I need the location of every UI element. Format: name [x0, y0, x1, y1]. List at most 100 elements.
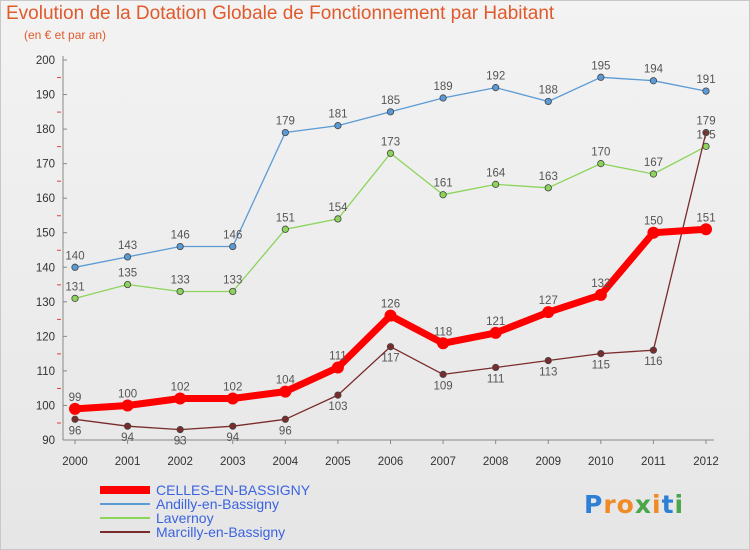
legend-label-celles: CELLES-EN-BASSIGNY [156, 482, 311, 498]
data-point-marcilly-en-bassigny [386, 343, 395, 351]
data-point-celles-en-bassigny [226, 392, 239, 405]
x-tick-label: 2007 [430, 456, 456, 468]
data-label-lavernoy: 131 [65, 281, 84, 293]
data-point-marcilly-en-bassigny [702, 128, 710, 137]
x-tick-label: 2009 [535, 456, 561, 468]
data-point-lavernoy [71, 294, 79, 302]
data-point-celles-en-bassigny [594, 288, 607, 301]
data-label-lavernoy: 170 [591, 147, 610, 159]
logo-letter: t [661, 490, 675, 519]
data-point-andilly-en-bassigny [123, 253, 132, 261]
data-label-andilly-en-bassigny: 179 [276, 116, 295, 128]
data-point-lavernoy [649, 170, 658, 178]
data-point-marcilly-en-bassigny [649, 346, 658, 354]
data-label-marcilly-en-bassigny: 96 [69, 425, 82, 437]
x-tick-label: 2001 [115, 456, 141, 468]
y-tick-label: 130 [36, 297, 55, 309]
series-lines [69, 73, 712, 434]
data-label-lavernoy: 133 [223, 274, 242, 286]
y-tick-label: 180 [36, 124, 55, 136]
data-label-marcilly-en-bassigny: 113 [539, 367, 557, 379]
axes: 90 100 110 120 130 140 150 160 170 180 190 200 2000 2… [36, 55, 719, 468]
data-label-lavernoy: 133 [171, 274, 190, 286]
data-point-marcilly-en-bassigny [597, 350, 605, 358]
data-point-lavernoy [123, 280, 132, 289]
y-tick-label: 90 [42, 435, 55, 447]
data-point-andilly-en-bassigny [649, 77, 658, 85]
data-point-andilly-en-bassigny [492, 84, 500, 92]
legend-label-marcilly: Marcilly-en-Bassigny [156, 524, 286, 540]
data-label-andilly-en-bassigny: 140 [65, 250, 84, 262]
data-point-andilly-en-bassigny [597, 73, 605, 81]
data-label-marcilly-en-bassigny: 116 [644, 356, 662, 368]
data-label-andilly-en-bassigny: 189 [433, 81, 452, 93]
data-label-lavernoy: 173 [381, 136, 400, 148]
logo-letter: P [584, 490, 604, 519]
data-point-lavernoy [439, 191, 447, 199]
data-label-celles-en-bassigny: 102 [223, 382, 242, 394]
y-tick-label: 170 [36, 159, 55, 171]
data-label-marcilly-en-bassigny: 111 [487, 373, 504, 385]
data-label-celles-en-bassigny: 121 [486, 316, 505, 328]
data-label-marcilly-en-bassigny: 93 [174, 436, 187, 448]
y-tick-label: 200 [36, 55, 55, 67]
data-point-celles-en-bassigny [174, 392, 187, 405]
data-point-andilly-en-bassigny [229, 242, 237, 251]
y-tick-label: 160 [36, 193, 55, 205]
legend-label-andilly: Andilly-en-Bassigny [156, 496, 279, 512]
data-label-andilly-en-bassigny: 146 [223, 230, 242, 242]
data-point-marcilly-en-bassigny [71, 415, 79, 423]
data-point-celles-en-bassigny [279, 385, 292, 398]
y-tick-label: 190 [36, 90, 55, 102]
data-point-marcilly-en-bassigny [229, 422, 237, 430]
data-label-andilly-en-bassigny: 191 [696, 74, 715, 86]
data-point-marcilly-en-bassigny [439, 370, 447, 378]
data-label-lavernoy: 161 [433, 178, 452, 190]
data-label-celles-en-bassigny: 118 [434, 326, 452, 338]
data-label-celles-en-bassigny: 99 [69, 392, 82, 404]
data-label-lavernoy: 135 [118, 268, 137, 280]
data-label-andilly-en-bassigny: 194 [644, 64, 664, 76]
x-tick-label: 2011 [641, 456, 666, 468]
x-tick-label: 2000 [62, 456, 88, 468]
data-point-celles-en-bassigny [700, 223, 712, 236]
data-label-lavernoy: 154 [328, 202, 348, 214]
data-label-andilly-en-bassigny: 188 [539, 84, 558, 96]
data-label-andilly-en-bassigny: 181 [328, 109, 347, 121]
proxiti-logo: Proxiti [584, 490, 684, 519]
data-label-marcilly-en-bassigny: 117 [381, 353, 399, 365]
data-label-andilly-en-bassigny: 143 [118, 240, 137, 252]
data-label-marcilly-en-bassigny: 109 [433, 380, 452, 392]
logo-letter: o [616, 490, 635, 519]
data-point-andilly-en-bassigny [439, 94, 447, 102]
legend-swatch-celles [100, 486, 150, 494]
chart-subtitle: (en € et par an) [24, 28, 107, 42]
data-label-celles-en-bassigny: 100 [118, 388, 137, 400]
data-point-lavernoy [544, 184, 552, 192]
data-point-andilly-en-bassigny [386, 108, 395, 116]
logo-letter: i [674, 490, 685, 519]
data-point-lavernoy [229, 287, 237, 296]
data-point-celles-en-bassigny [69, 402, 81, 415]
data-point-lavernoy [492, 180, 500, 188]
data-point-andilly-en-bassigny [544, 97, 552, 106]
legend-swatch-andilly [100, 503, 150, 505]
y-tick-label: 150 [36, 228, 55, 240]
x-tick-label: 2005 [325, 456, 351, 468]
data-point-marcilly-en-bassigny [492, 363, 500, 372]
x-tick-label: 2008 [483, 456, 509, 468]
data-label-celles-en-bassigny: 151 [696, 212, 715, 224]
data-label-marcilly-en-bassigny: 94 [226, 432, 239, 444]
data-label-celles-en-bassigny: 132 [591, 278, 610, 290]
x-tick-label: 2012 [693, 456, 719, 468]
data-point-marcilly-en-bassigny [334, 391, 342, 399]
data-point-celles-en-bassigny [121, 399, 134, 412]
data-point-celles-en-bassigny [384, 309, 397, 322]
data-point-marcilly-en-bassigny [281, 415, 289, 423]
data-label-lavernoy: 151 [276, 212, 295, 224]
data-label-lavernoy: 164 [486, 167, 506, 179]
data-point-marcilly-en-bassigny [544, 356, 552, 365]
x-tick-label: 2003 [220, 456, 246, 468]
